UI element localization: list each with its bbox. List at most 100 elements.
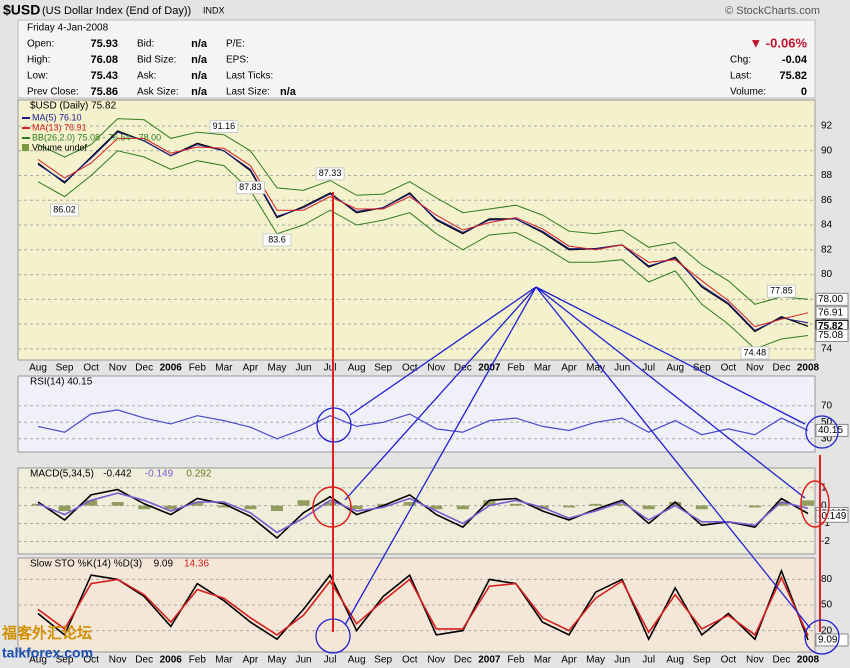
y-tick-label: 86 <box>821 195 833 206</box>
quote-label: Last: <box>730 71 752 82</box>
change-pct: ▼ -0.06% <box>749 35 807 50</box>
credit: © StockCharts.com <box>725 5 820 17</box>
y-tick-label: 20 <box>821 625 833 636</box>
watermark-site: talkforex.com <box>2 645 93 661</box>
histogram-bar <box>191 502 204 506</box>
last-value-box <box>815 306 849 320</box>
last-value-label: 9.09 <box>818 635 838 646</box>
symbol-name: (US Dollar Index (End of Day)) <box>42 5 191 17</box>
blue-circle <box>315 618 351 654</box>
swing-label-box <box>235 181 265 195</box>
x-tick-label: Apr <box>243 363 259 374</box>
blue-line <box>344 286 537 501</box>
x-tick-label: Nov <box>109 363 127 374</box>
x-tick-label: Sep <box>693 363 711 374</box>
band-upper <box>37 118 809 305</box>
x-tick-label: Nov <box>746 363 764 374</box>
x-tick-label: Aug <box>666 363 684 374</box>
swing-label: 91.16 <box>213 121 236 131</box>
last-value-label: 75.82 <box>818 321 843 332</box>
x-tick-label: Oct <box>721 363 737 374</box>
watermark-cn: 福客外汇论坛 <box>1 624 92 642</box>
x-tick-label: Aug <box>348 363 366 374</box>
legend-label: MA(13) 76.91 <box>32 122 87 132</box>
x-tick-label: Jul <box>642 363 655 374</box>
histogram-bar <box>85 500 98 506</box>
histogram-bar <box>164 505 177 510</box>
x-tick-label: Nov <box>109 655 127 666</box>
x-tick-label: Oct <box>83 363 99 374</box>
swing-label-box <box>315 167 345 181</box>
x-tick-label: Oct <box>402 655 418 666</box>
last-value-label: 76.91 <box>818 307 843 318</box>
quote-label: Prev Close: <box>27 87 79 98</box>
quote-value: n/a <box>191 54 208 66</box>
x-tick-label: 2007 <box>478 655 501 666</box>
annotations <box>312 192 840 655</box>
series-line <box>37 492 809 534</box>
quote-value: -0.04 <box>782 54 808 66</box>
x-tick-label: Feb <box>189 363 207 374</box>
x-tick-label: Oct <box>402 363 418 374</box>
histogram-bar <box>270 505 283 511</box>
x-tick-label: Jun <box>614 655 630 666</box>
x-tick-label: 2008 <box>797 655 820 666</box>
quote-label: P/E: <box>226 39 245 50</box>
quote-value: n/a <box>191 86 208 98</box>
quote-date: Friday 4-Jan-2008 <box>27 23 109 34</box>
swing-label: 87.83 <box>239 182 262 192</box>
panel-title: $USD (Daily) 75.82 <box>30 101 117 112</box>
legend-label: 14.36 <box>184 559 209 570</box>
histogram-bar <box>509 503 522 506</box>
x-tick-label: Dec <box>773 363 791 374</box>
swing-label: 77.85 <box>770 286 793 296</box>
histogram-bar <box>589 503 602 506</box>
histogram-bar <box>324 502 337 506</box>
legend-label: 0.292 <box>186 469 211 480</box>
histogram-bar <box>695 505 708 510</box>
histogram-bar <box>456 505 469 510</box>
blue-circle <box>316 407 352 443</box>
macd-panel <box>17 467 816 555</box>
quote-label: High: <box>27 55 50 66</box>
quote-label: Low: <box>27 71 48 82</box>
blue-circle <box>804 619 840 655</box>
x-tick-label: Aug <box>29 655 47 666</box>
swing-label: 87.33 <box>319 168 342 178</box>
x-tick-label: Feb <box>507 363 525 374</box>
histogram-bar <box>430 505 443 510</box>
blue-line <box>344 286 537 626</box>
x-tick-label: Jun <box>295 655 311 666</box>
x-tick-label: Oct <box>83 655 99 666</box>
y-tick-label: 30 <box>821 433 833 444</box>
y-tick-label: 74 <box>821 343 833 354</box>
x-tick-label: Apr <box>243 655 259 666</box>
last-value-box <box>815 633 849 647</box>
histogram-bar <box>32 503 44 506</box>
x-tick-label: Sep <box>56 363 74 374</box>
legend-label: -0.149 <box>145 469 174 480</box>
panel-title: RSI(14) 40.15 <box>30 377 93 388</box>
x-tick-label: Mar <box>215 363 233 374</box>
blue-line <box>535 286 806 425</box>
last-value-label: 75.08 <box>818 330 843 341</box>
quote-value: 75.86 <box>90 86 118 98</box>
quote-label: Volume: <box>730 87 766 98</box>
x-tick-label: 2006 <box>160 363 183 374</box>
x-tick-label: Aug <box>348 655 366 666</box>
legend-label: BB(26,2.0) 75.08 - 76.54 - 78.00 <box>32 132 161 142</box>
x-tick-label: Feb <box>507 655 525 666</box>
histogram-bar <box>775 502 788 506</box>
legend-label: 9.09 <box>154 559 174 570</box>
histogram-bar <box>350 505 363 510</box>
quote-value: 76.08 <box>90 54 118 66</box>
legend-label: Volume undef <box>32 142 88 152</box>
histogram-bar <box>669 502 682 506</box>
panel-title: MACD(5,34,5) <box>30 469 94 480</box>
y-tick-label: 84 <box>821 220 833 231</box>
quote-label: Bid Size: <box>137 55 176 66</box>
x-tick-label: Nov <box>427 363 445 374</box>
histogram-bar <box>217 505 230 508</box>
series-line <box>37 575 809 637</box>
